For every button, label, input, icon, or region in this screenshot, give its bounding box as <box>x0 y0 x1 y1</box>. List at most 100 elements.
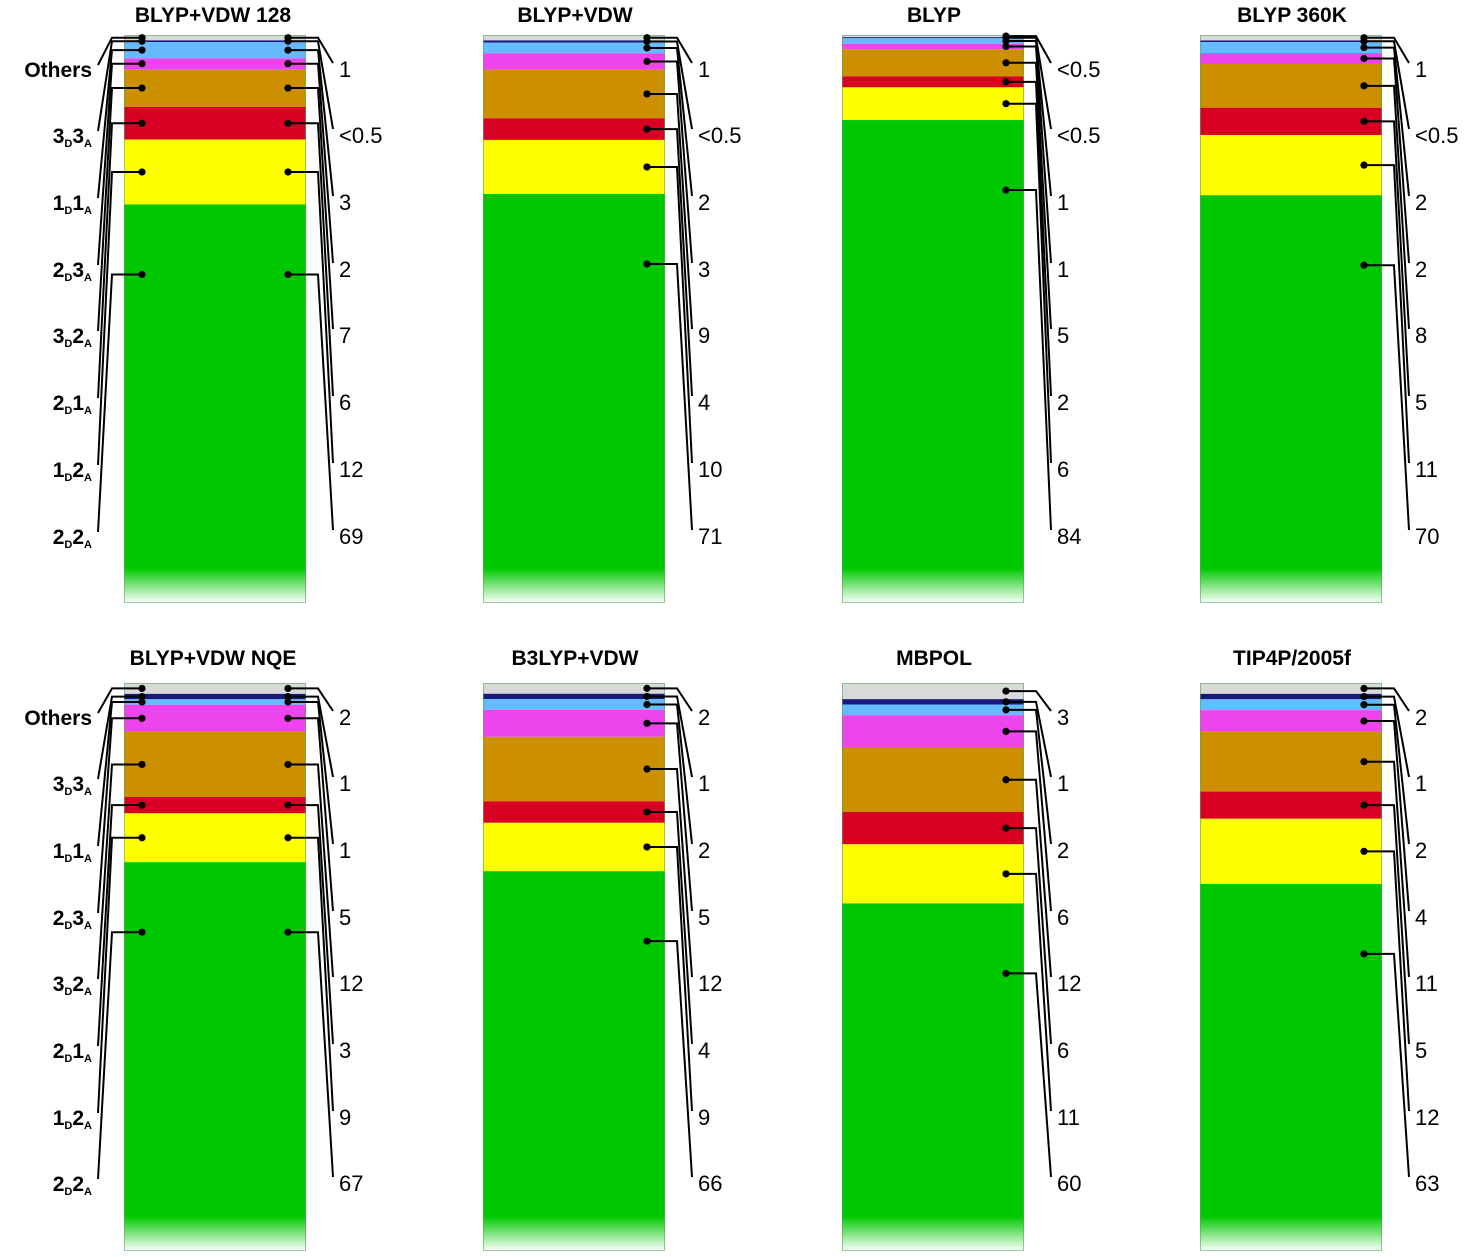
leader-line <box>647 40 693 130</box>
leader-dot <box>1002 698 1010 706</box>
data-label: 2 <box>1057 390 1069 415</box>
leader-line <box>1006 778 1052 978</box>
category-label: Others <box>24 59 92 82</box>
data-label: 2 <box>1415 838 1427 863</box>
leader-line <box>288 62 334 264</box>
bar-fade <box>124 1216 306 1251</box>
bar-segment-2D1A <box>842 812 1024 845</box>
data-label: 6 <box>339 390 351 415</box>
bar-segment-2D2A <box>1200 195 1382 603</box>
panel-title: MBPOL <box>896 647 972 670</box>
bar-segment-2D2A <box>124 204 306 603</box>
data-label: 1 <box>698 771 710 796</box>
data-label: 8 <box>1415 323 1427 348</box>
leader-line <box>647 695 693 778</box>
leader-line-left <box>97 931 142 1180</box>
bar-segment-2D1A <box>124 107 306 140</box>
category-label: 1D1A <box>53 840 92 865</box>
data-label: 1 <box>339 57 351 82</box>
data-label: 12 <box>698 971 722 996</box>
leader-dot <box>284 698 292 706</box>
data-label: 2 <box>1415 190 1427 215</box>
leader-line-left <box>97 695 142 780</box>
leader-line <box>647 722 693 912</box>
leader-line <box>1006 45 1052 264</box>
data-label: 6 <box>1057 1038 1069 1063</box>
bar-segment-Others <box>483 35 665 41</box>
leader-line-left <box>97 122 142 399</box>
leader-dot <box>1360 37 1368 45</box>
bar-outline <box>483 35 665 603</box>
bar-segment-2D3A <box>1200 53 1382 64</box>
data-label: 70 <box>1415 524 1439 549</box>
data-label: 1 <box>339 771 351 796</box>
data-label: 2 <box>698 705 710 730</box>
leader-dot <box>1360 684 1368 693</box>
data-label: 1 <box>698 57 710 82</box>
leader-line-left <box>97 87 142 332</box>
data-label: 3 <box>1057 705 1069 730</box>
data-label: <0.5 <box>1415 123 1458 148</box>
leader-dot <box>643 765 651 773</box>
leader-line <box>647 60 693 264</box>
leader-dot <box>1360 717 1368 725</box>
leader-dot <box>284 928 292 936</box>
leader-line <box>647 92 693 330</box>
leader-dot <box>1002 706 1010 714</box>
data-label: 11 <box>1415 457 1438 482</box>
leader-line <box>647 165 693 464</box>
leader-dot <box>1360 758 1368 766</box>
bar-segment-3D2A <box>124 69 306 108</box>
leader-dot <box>284 692 292 701</box>
bar-outline <box>124 35 306 603</box>
leader-line <box>288 695 334 778</box>
bar-segment-1D2A <box>483 139 665 195</box>
leader-dot <box>643 719 651 727</box>
leader-dot <box>1360 82 1368 90</box>
data-label: 4 <box>698 390 710 415</box>
leader-line-left <box>97 763 142 980</box>
bar-outline <box>1200 35 1382 603</box>
bar-segment-1D1A <box>1200 42 1382 54</box>
bar-segment-2D2A <box>483 871 665 1251</box>
leader-line <box>1006 827 1052 1045</box>
bar-segment-Others <box>842 683 1024 700</box>
leader-line <box>288 804 334 1045</box>
leader-dot-left <box>138 46 146 54</box>
bar-fade <box>124 568 306 603</box>
leader-dot <box>643 44 651 52</box>
category-label: 1D2A <box>53 459 92 484</box>
leader-line <box>288 49 334 197</box>
leader-dot <box>284 714 292 722</box>
data-label: 2 <box>698 838 710 863</box>
leader-line <box>1364 46 1410 197</box>
leader-line <box>647 687 693 712</box>
leader-dot <box>1002 870 1010 878</box>
leader-dot-left <box>138 801 146 809</box>
bar-outline <box>124 683 306 1251</box>
data-label: 2 <box>1057 838 1069 863</box>
data-label: 67 <box>339 1171 363 1196</box>
data-label: 3 <box>339 190 351 215</box>
leader-line <box>288 170 334 464</box>
leader-line <box>647 845 693 1112</box>
bar-segment-2D3A <box>124 58 306 70</box>
data-label: 2 <box>1415 705 1427 730</box>
leader-line <box>647 940 693 1178</box>
category-label: 2D2A <box>53 1173 92 1198</box>
leader-line <box>288 36 334 64</box>
leader-line <box>1006 708 1052 845</box>
bar-fade <box>842 1216 1024 1251</box>
leader-dot <box>643 90 651 98</box>
leader-dot <box>1360 801 1368 809</box>
bar-segment-Others <box>1200 683 1382 694</box>
bar-fade <box>1200 568 1382 603</box>
bar-segment-1D2A <box>483 822 665 872</box>
bar-segment-2D1A <box>1200 791 1382 819</box>
leader-dot <box>643 937 651 945</box>
bar-segment-2D3A <box>842 715 1024 748</box>
leader-line <box>1006 39 1052 197</box>
panel-title: TIP4P/2005f <box>1233 647 1352 670</box>
leader-dot <box>643 808 651 816</box>
